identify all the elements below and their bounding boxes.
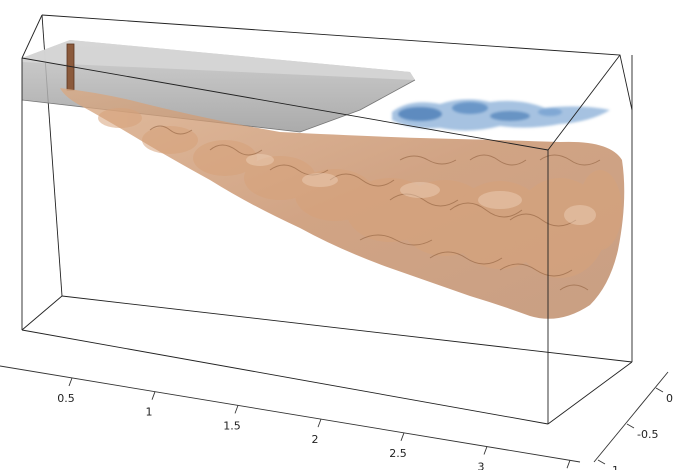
ship-hull <box>21 40 416 133</box>
y-tick-label: 0 <box>666 392 673 405</box>
x-tick-label: 0.5 <box>57 392 75 405</box>
y-tick-mark <box>626 423 635 429</box>
x-tick-label: 1 <box>146 406 153 419</box>
surface-concentration-patch <box>392 99 610 131</box>
y-tick-mark <box>655 387 664 393</box>
x-tick-label: 2 <box>312 433 319 446</box>
sediment-plume <box>60 88 625 319</box>
x-tick-mark <box>317 418 322 428</box>
x-axis: 0.511.522.533.5 <box>0 365 581 470</box>
x-tick-mark <box>400 432 405 441</box>
x-tick-label: 3 <box>478 461 485 470</box>
y-tick-label: -0.5 <box>637 428 658 441</box>
x-tick-mark <box>234 405 239 414</box>
y-tick-mark <box>597 459 606 465</box>
x-tick-mark <box>566 460 571 469</box>
y-axis: 0 -0.5 -1 <box>593 371 673 470</box>
x-tick-label: 2.5 <box>389 447 407 460</box>
x-tick-label: 1.5 <box>223 419 241 432</box>
x-tick-mark <box>483 446 488 455</box>
x-tick-mark <box>151 391 156 400</box>
y-tick-label: -1 <box>608 464 619 470</box>
x-tick-mark <box>68 377 73 387</box>
bounding-box-front <box>21 14 633 425</box>
